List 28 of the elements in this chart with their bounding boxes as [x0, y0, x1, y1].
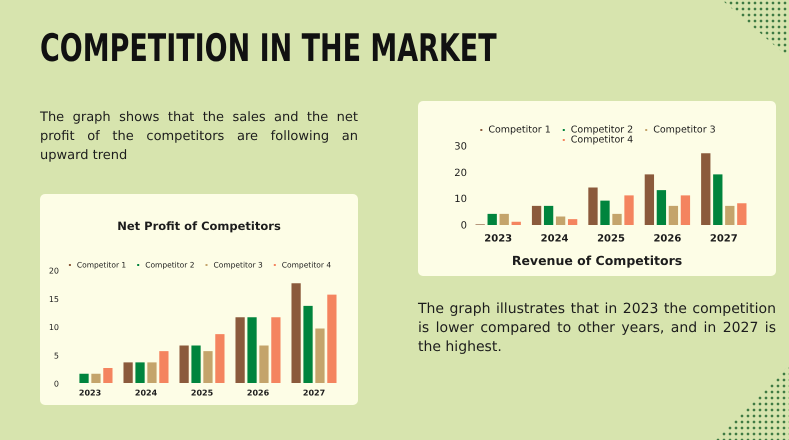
x-tick-label: 2023 — [78, 388, 102, 398]
x-tick-label: 2025 — [190, 388, 214, 398]
y-tick-label: 10 — [48, 323, 59, 332]
x-tick-label: 2027 — [710, 234, 738, 244]
y-tick-label: 20 — [48, 266, 59, 276]
y-tick-label: 0 — [460, 220, 467, 232]
text: The graph illustrates that in 2023 the competition is lower compared to other years, and in 2027 is the highest. — [418, 300, 776, 357]
text: COMPETITION IN THE MARKET — [40, 26, 497, 70]
legend-label: Competitor 2 — [570, 124, 634, 136]
y-tick-label: 5 — [54, 351, 59, 360]
y-tick-label: 30 — [454, 142, 467, 152]
text: Revenue of Competitors — [512, 253, 682, 268]
chart-title: Net Profit of Competitors — [117, 219, 281, 233]
x-tick-label: 2026 — [653, 234, 682, 244]
x-tick-label: 2023 — [484, 234, 512, 244]
x-tick-label: 2024 — [540, 234, 569, 244]
y-tick-label: 20 — [454, 168, 467, 179]
x-tick-label: 2025 — [597, 234, 625, 244]
legend-label: Competitor 4 — [570, 134, 634, 146]
legend-label: Competitor 3 — [653, 124, 716, 136]
x-tick-label: 2024 — [134, 388, 158, 398]
y-tick-label: 10 — [454, 194, 467, 206]
x-tick-label: 2026 — [246, 388, 270, 398]
legend-label: Competitor 1 — [488, 124, 551, 136]
y-tick-label: 15 — [48, 294, 59, 304]
y-tick-label: 0 — [54, 380, 59, 388]
x-tick-label: 2027 — [302, 388, 326, 398]
text: The graph shows that the sales and the net profit of the competitors are following an upward trend — [40, 109, 358, 165]
